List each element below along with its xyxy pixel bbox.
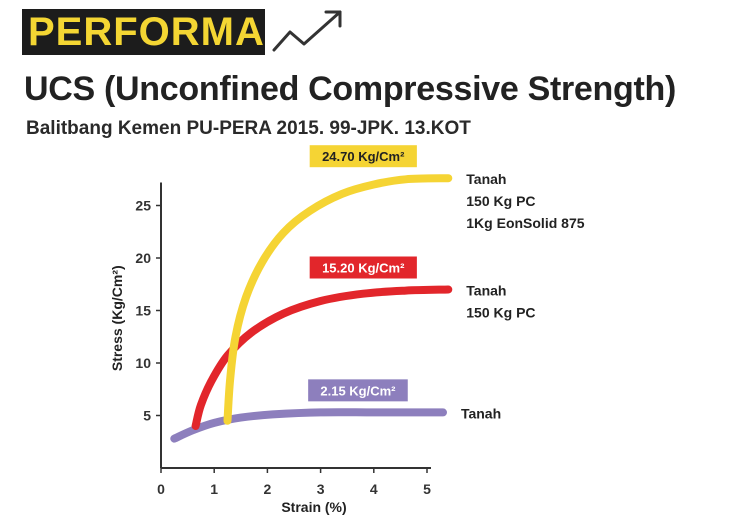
x-tick-label: 5	[423, 481, 431, 497]
y-tick-label: 5	[143, 408, 151, 424]
x-tick-label: 4	[370, 481, 378, 497]
peak-label-tanah-pc: 15.20 Kg/Cm²	[322, 261, 405, 276]
peak-label-tanah: 2.15 Kg/Cm²	[320, 383, 396, 398]
performa-logo: PERFORMA	[22, 9, 265, 55]
y-tick-label: 15	[135, 303, 151, 319]
x-tick-label: 0	[157, 481, 165, 497]
peak-badge-tanah	[308, 379, 408, 402]
series-label-tanah-pc-eonsolid-line: Tanah	[466, 171, 506, 187]
y-axis-title: Stress (Kg/Cm²)	[109, 265, 125, 371]
y-tick-label: 25	[135, 198, 151, 214]
y-tick-label: 20	[135, 250, 151, 266]
trend-up-arrow-icon	[272, 10, 342, 52]
page-title: UCS (Unconfined Compressive Strength)	[24, 70, 676, 108]
peak-badge-tanah-pc-eonsolid	[309, 145, 417, 168]
series-label-tanah-pc-line: 150 Kg PC	[466, 305, 535, 321]
series-label-tanah-pc-eonsolid-line: 150 Kg PC	[466, 193, 535, 209]
peak-label-tanah-pc-eonsolid: 24.70 Kg/Cm²	[322, 149, 405, 164]
peak-badge-tanah-pc	[309, 256, 417, 279]
series-label-tanah-pc-eonsolid-line: 1Kg EonSolid 875	[466, 215, 584, 231]
x-tick-label: 1	[210, 481, 218, 497]
x-axis-title: Strain (%)	[281, 499, 346, 515]
page-subtitle: Balitbang Kemen PU-PERA 2015. 99-JPK. 13…	[26, 118, 471, 139]
logo-text: PERFORMA	[28, 9, 265, 54]
series-label-tanah-line: Tanah	[461, 405, 501, 421]
y-tick-label: 10	[135, 355, 151, 371]
x-tick-label: 3	[317, 481, 325, 497]
series-line-tanah-pc	[191, 285, 453, 430]
x-tick-label: 2	[264, 481, 272, 497]
series-line-tanah-pc-eonsolid	[223, 174, 453, 425]
series-line-tanah	[170, 408, 447, 443]
series-label-tanah-pc-line: Tanah	[466, 283, 506, 299]
